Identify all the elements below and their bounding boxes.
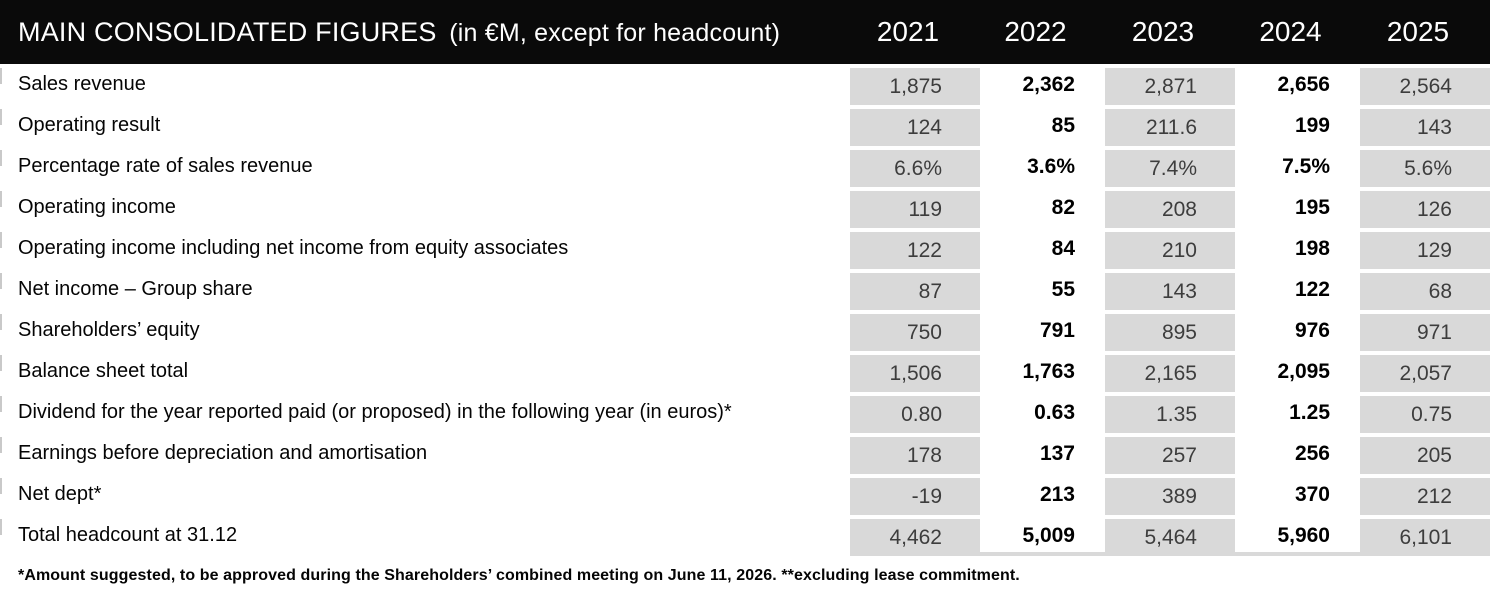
cell-2024: 976 (1235, 310, 1360, 351)
cell-2024: 2,095 (1235, 351, 1360, 392)
year-header-row: 2021 2022 2023 2024 2025 (850, 0, 1490, 64)
cell-2022: 84 (980, 228, 1105, 269)
cell-2025: 126 (1360, 187, 1490, 228)
row-label: Shareholders’ equity (18, 319, 200, 341)
cell-2025: 2,057 (1360, 351, 1490, 392)
cell-2024: 2,656 (1235, 64, 1360, 105)
cell-2024: 195 (1235, 187, 1360, 228)
cell-2021: 178 (850, 433, 980, 474)
cell-2025: 212 (1360, 474, 1490, 515)
year-header-2025: 2025 (1386, 16, 1450, 47)
row-label: Net income – Group share (18, 278, 253, 300)
cell-2024: 199 (1235, 105, 1360, 146)
cell-2025: 68 (1360, 269, 1490, 310)
cell-2024: 198 (1235, 228, 1360, 269)
cell-2022: 82 (980, 187, 1105, 228)
cell-2024: 122 (1235, 269, 1360, 310)
table-row: Sales revenue 1,875 2,362 2,871 2,656 2,… (0, 64, 1490, 105)
cell-2023: 895 (1105, 310, 1235, 351)
cell-2025: 0.75 (1360, 392, 1490, 433)
cell-2023: 1.35 (1105, 392, 1235, 433)
table-row: Balance sheet total 1,506 1,763 2,165 2,… (0, 351, 1490, 392)
cell-2022: 213 (980, 474, 1105, 515)
cell-2023: 211.6 (1105, 105, 1235, 146)
row-label: Operating result (18, 114, 161, 136)
table-row: Dividend for the year reported paid (or … (0, 392, 1490, 433)
cell-2025: 129 (1360, 228, 1490, 269)
cell-2024: 1.25 (1235, 392, 1360, 433)
table-row: Shareholders’ equity 750 791 895 976 971 (0, 310, 1490, 351)
cell-2025: 205 (1360, 433, 1490, 474)
cell-2022: 3.6% (980, 146, 1105, 187)
cell-2022: 791 (980, 310, 1105, 351)
table-row: Net income – Group share 87 55 143 122 6… (0, 269, 1490, 310)
cell-2024: 370 (1235, 474, 1360, 515)
cell-2024: 256 (1235, 433, 1360, 474)
cell-2022: 85 (980, 105, 1105, 146)
cell-2021: 1,506 (850, 351, 980, 392)
cell-2023: 5,464 (1105, 515, 1235, 556)
cell-2021: 124 (850, 105, 980, 146)
row-label: Sales revenue (18, 73, 146, 95)
cell-2023: 257 (1105, 433, 1235, 474)
cell-2021: -19 (850, 474, 980, 515)
year-header-2023: 2023 (1131, 16, 1195, 47)
cell-2021: 122 (850, 228, 980, 269)
year-header-2024: 2024 (1259, 16, 1322, 47)
cell-2023: 210 (1105, 228, 1235, 269)
row-label: Net dept* (18, 483, 102, 505)
cell-2021: 6.6% (850, 146, 980, 187)
cell-2025: 6,101 (1360, 515, 1490, 556)
cell-2022: 2,362 (980, 64, 1105, 105)
cell-2023: 389 (1105, 474, 1235, 515)
year-header-2021: 2021 (876, 16, 940, 47)
cell-2021: 750 (850, 310, 980, 351)
cell-2021: 1,875 (850, 64, 980, 105)
cell-2025: 5.6% (1360, 146, 1490, 187)
year-header-2022: 2022 (1004, 16, 1067, 47)
cell-2022: 55 (980, 269, 1105, 310)
cell-2022: 5,009 (980, 515, 1105, 556)
row-label: Earnings before depreciation and amortis… (18, 442, 428, 464)
table-row: Operating income including net income fr… (0, 228, 1490, 269)
row-label: Operating income including net income fr… (18, 237, 569, 259)
row-label: Operating income (18, 196, 176, 218)
footnote: *Amount suggested, to be approved during… (18, 567, 1020, 584)
cell-2023: 2,871 (1105, 64, 1235, 105)
table-title: MAIN CONSOLIDATED FIGURES (18, 16, 437, 47)
table-row: Operating income 119 82 208 195 126 (0, 187, 1490, 228)
cell-2025: 143 (1360, 105, 1490, 146)
row-label: Percentage rate of sales revenue (18, 155, 313, 177)
table-row: Percentage rate of sales revenue 6.6% 3.… (0, 146, 1490, 187)
table-row: Net dept* -19 213 389 370 212 (0, 474, 1490, 515)
cell-2022: 0.63 (980, 392, 1105, 433)
cell-2023: 143 (1105, 269, 1235, 310)
cell-2022: 137 (980, 433, 1105, 474)
cell-2024: 7.5% (1235, 146, 1360, 187)
row-label: Dividend for the year reported paid (or … (18, 401, 732, 423)
cell-2021: 4,462 (850, 515, 980, 556)
cell-2021: 119 (850, 187, 980, 228)
cell-2023: 208 (1105, 187, 1235, 228)
cell-2023: 7.4% (1105, 146, 1235, 187)
cell-2021: 0.80 (850, 392, 980, 433)
row-label: Total headcount at 31.12 (18, 524, 238, 546)
table-row: Earnings before depreciation and amortis… (0, 433, 1490, 474)
cell-2023: 2,165 (1105, 351, 1235, 392)
table-row: Total headcount at 31.12 4,462 5,009 5,4… (0, 515, 1490, 556)
cell-2025: 971 (1360, 310, 1490, 351)
cell-2021: 87 (850, 269, 980, 310)
table-body: Sales revenue 1,875 2,362 2,871 2,656 2,… (0, 64, 1490, 556)
table-header-bar: MAIN CONSOLIDATED FIGURES (in €M, except… (0, 0, 1490, 64)
cell-2024: 5,960 (1235, 515, 1360, 556)
table-title-unit-note: (in €M, except for headcount) (449, 18, 781, 47)
row-label: Balance sheet total (18, 360, 189, 382)
cell-2022: 1,763 (980, 351, 1105, 392)
cell-2025: 2,564 (1360, 64, 1490, 105)
table-row: Operating result 124 85 211.6 199 143 (0, 105, 1490, 146)
table-title-cell: MAIN CONSOLIDATED FIGURES (in €M, except… (0, 17, 850, 48)
